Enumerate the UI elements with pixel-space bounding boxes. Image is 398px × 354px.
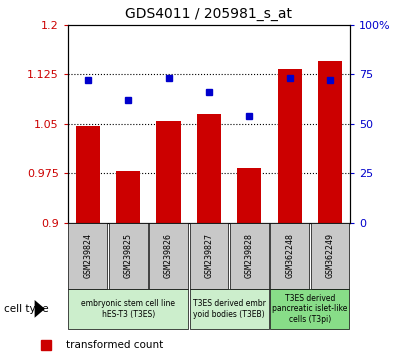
- Bar: [311, 223, 349, 289]
- Text: T3ES derived embr
yoid bodies (T3EB): T3ES derived embr yoid bodies (T3EB): [193, 299, 265, 319]
- Bar: [189, 223, 228, 289]
- Text: cell type: cell type: [4, 304, 49, 314]
- Bar: [230, 223, 269, 289]
- Text: GSM362249: GSM362249: [326, 233, 335, 278]
- Bar: [116, 171, 140, 223]
- Bar: [68, 223, 107, 289]
- Bar: [270, 289, 349, 329]
- Bar: [149, 223, 188, 289]
- Bar: [270, 223, 309, 289]
- Bar: [197, 114, 221, 223]
- Text: GSM239824: GSM239824: [83, 233, 92, 278]
- Title: GDS4011 / 205981_s_at: GDS4011 / 205981_s_at: [125, 7, 293, 21]
- Text: GSM362248: GSM362248: [285, 233, 294, 278]
- Text: GSM239825: GSM239825: [124, 233, 133, 278]
- Text: GSM239826: GSM239826: [164, 233, 173, 278]
- Bar: [109, 223, 148, 289]
- Bar: [76, 126, 100, 223]
- Bar: [277, 69, 302, 223]
- Bar: [237, 168, 261, 223]
- Text: T3ES derived
pancreatic islet-like
cells (T3pi): T3ES derived pancreatic islet-like cells…: [272, 294, 347, 324]
- Bar: [318, 61, 342, 223]
- Text: GSM239827: GSM239827: [205, 233, 213, 278]
- Bar: [189, 289, 269, 329]
- Text: transformed count: transformed count: [66, 340, 164, 350]
- Bar: [156, 121, 181, 223]
- Bar: [68, 289, 188, 329]
- Text: embryonic stem cell line
hES-T3 (T3ES): embryonic stem cell line hES-T3 (T3ES): [81, 299, 175, 319]
- Text: GSM239828: GSM239828: [245, 233, 254, 278]
